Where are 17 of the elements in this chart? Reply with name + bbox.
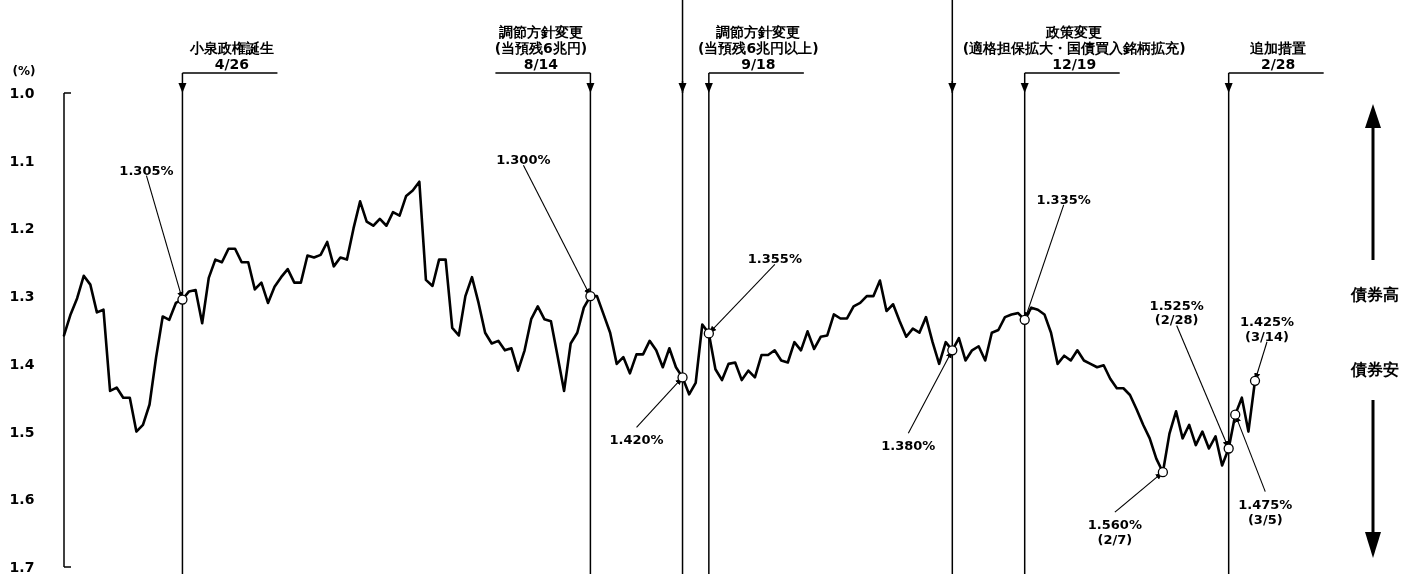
- annotation: 1.475% (3/5): [1230, 409, 1293, 527]
- y-axis-title: (%): [12, 64, 36, 78]
- annotation: 1.305%: [119, 162, 174, 178]
- annotation: 1.560% (2/7): [1087, 467, 1169, 548]
- note: 債券安: [1351, 360, 1399, 379]
- y-tick-label: 1.7: [9, 559, 35, 574]
- y-tick-label: 1.0: [9, 85, 35, 101]
- y-tick-label: 1.2: [9, 220, 35, 237]
- annotation: 1.560% (2/7): [1087, 517, 1142, 548]
- y-tick-label: 1.6: [9, 491, 35, 508]
- y-tick-label: 1.1: [9, 152, 35, 169]
- annotation: 1.475% (3/5): [1238, 496, 1293, 527]
- y-tick-label: 1.3: [9, 288, 35, 305]
- y-tick-label: 1.4: [9, 355, 35, 372]
- annotation: 1.300%: [496, 152, 551, 168]
- note: 債券高: [1351, 285, 1399, 304]
- y-tick-label: 1.5: [9, 423, 35, 440]
